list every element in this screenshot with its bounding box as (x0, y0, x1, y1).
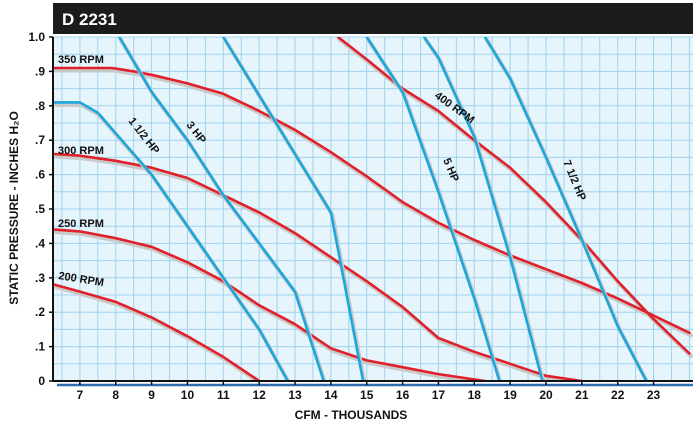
y-tick-label: .5 (35, 202, 45, 216)
x-tick-label: 12 (252, 388, 266, 402)
x-tick-label: 17 (432, 388, 446, 402)
x-tick-label: 20 (539, 388, 553, 402)
y-tick-label: 1.0 (28, 30, 45, 44)
x-tick-label: 15 (360, 388, 374, 402)
y-tick-label: .1 (35, 340, 45, 354)
series-250-rpm (53, 228, 487, 381)
series-1-1-2-hp (53, 101, 290, 381)
series-350-rpm (53, 66, 691, 335)
series-unlabeled-hp-a (222, 37, 365, 381)
series-400-rpm (336, 37, 691, 355)
y-tick-label: .9 (35, 64, 45, 78)
series-200-rpm (53, 283, 261, 381)
y-tick-labels: 0 .1 .2 .3 .4 .5 .6 .7 .8 .9 1.0 (28, 30, 53, 388)
label-250-rpm: 250 RPM (58, 218, 104, 230)
x-tick-label: 21 (575, 388, 589, 402)
x-tick-label: 9 (148, 388, 155, 402)
y-tick-label: .7 (35, 133, 45, 147)
series-250-rpm-shadow (54, 230, 484, 381)
x-tick-label: 19 (503, 388, 517, 402)
x-tick-label: 22 (611, 388, 625, 402)
x-axis-title: CFM - THOUSANDS (295, 408, 408, 422)
y-tick-label: .3 (35, 271, 45, 285)
y-axis-title: STATIC PRESSURE - INCHES H₂O (7, 111, 21, 305)
series-lines (53, 37, 693, 381)
x-tick-label: 23 (647, 388, 661, 402)
y-tick-label: 0 (38, 374, 45, 388)
x-tick-label: 16 (396, 388, 410, 402)
chart-title: D 2231 (62, 10, 117, 29)
series-7-1-2-hp (483, 37, 648, 381)
y-tick-label: .4 (35, 236, 45, 250)
series-3-hp (118, 37, 326, 381)
x-tick-label: 18 (468, 388, 482, 402)
label-350-rpm: 350 RPM (58, 54, 104, 66)
y-tick-label: .2 (35, 305, 45, 319)
y-tick-label: .6 (35, 168, 45, 182)
x-tick-label: 8 (112, 388, 119, 402)
title-bar (53, 3, 693, 34)
x-tick-label: 11 (217, 388, 230, 402)
x-tick-label: 13 (288, 388, 302, 402)
x-tick-label: 10 (181, 388, 195, 402)
x-tick-label: 14 (324, 388, 338, 402)
series-5-hp (365, 37, 501, 381)
label-300-rpm: 300 RPM (58, 145, 104, 157)
series-unlabeled-hp-b (422, 37, 544, 381)
x-tick-labels: 7 8 9 10 11 12 13 14 15 16 17 18 19 20 21 22 23 (77, 381, 661, 402)
y-tick-label: .8 (35, 99, 45, 113)
x-tick-label: 7 (77, 388, 84, 402)
